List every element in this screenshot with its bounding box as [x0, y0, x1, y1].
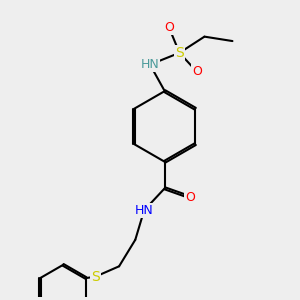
Text: S: S: [175, 46, 184, 60]
Text: HN: HN: [141, 58, 159, 71]
Text: O: O: [164, 21, 174, 34]
Text: O: O: [185, 190, 195, 204]
Text: HN: HN: [135, 204, 154, 217]
Text: O: O: [192, 65, 202, 79]
Text: S: S: [91, 270, 100, 283]
